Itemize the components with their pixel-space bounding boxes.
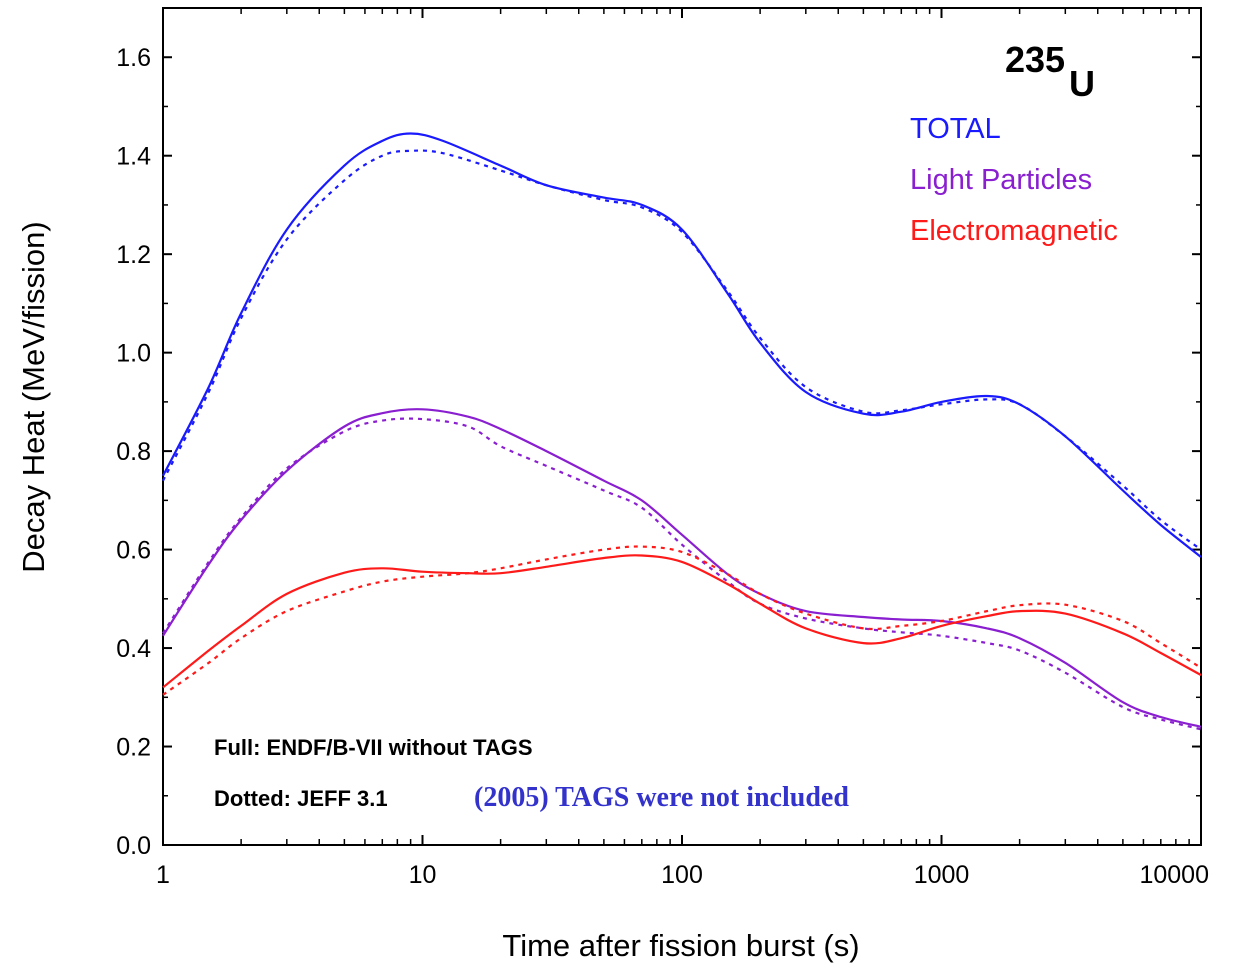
annotation-notes: Full: ENDF/B-VII without TAGS Dotted: JE…	[214, 735, 849, 813]
axes-frame	[162, 7, 1202, 846]
isotope-mass: 235	[1005, 39, 1065, 80]
series-line-total-dotted	[162, 149, 1202, 551]
y-tick-label: 1.6	[116, 44, 151, 72]
tick-labels: 0.0 0.2 0.4 0.6 0.8 1.0 1.2 1.4 1.6 1 10 100 1000 100…	[116, 44, 1209, 889]
series-line-light-particles-solid	[162, 408, 1202, 728]
legend-light-particles: Light Particles	[910, 164, 1092, 196]
y-tick-label: 0.8	[116, 438, 151, 466]
y-tick-label: 1.4	[116, 143, 151, 171]
y-tick-label: 1.2	[116, 241, 151, 269]
series-line-light-particles-dotted	[162, 417, 1202, 731]
series-line-electromagnetic-dotted	[162, 545, 1202, 696]
x-tick-label: 1000	[914, 861, 970, 889]
note-full: Full: ENDF/B-VII without TAGS	[214, 735, 533, 760]
isotope-symbol: U	[1069, 63, 1095, 104]
legend-electromagnetic: Electromagnetic	[910, 215, 1118, 247]
y-tick-label: 0.6	[116, 537, 151, 565]
note-comment: (2005) TAGS were not included	[474, 782, 849, 813]
x-tick-label: 1	[156, 861, 170, 889]
x-tick-label: 10	[409, 861, 437, 889]
isotope-label: 235 U	[1005, 39, 1095, 104]
plot-frame	[162, 7, 1202, 846]
series-line-electromagnetic-solid	[162, 554, 1202, 689]
legend: TOTAL Light Particles Electromagnetic	[910, 113, 1118, 247]
note-dotted: Dotted: JEFF 3.1	[214, 786, 388, 811]
y-tick-label: 1.0	[116, 340, 151, 368]
x-tick-label: 10000	[1139, 861, 1209, 889]
y-tick-label: 0.2	[116, 734, 151, 762]
legend-total: TOTAL	[910, 113, 1001, 145]
series-line-total-solid	[162, 132, 1202, 558]
y-tick-label: 0.4	[116, 635, 151, 663]
x-tick-label: 100	[661, 861, 703, 889]
y-tick-label: 0.0	[116, 832, 151, 860]
y-axis-title: Decay Heat (MeV/fission)	[16, 221, 51, 572]
x-axis-title: Time after fission burst (s)	[502, 928, 859, 963]
series-layer	[162, 132, 1202, 731]
